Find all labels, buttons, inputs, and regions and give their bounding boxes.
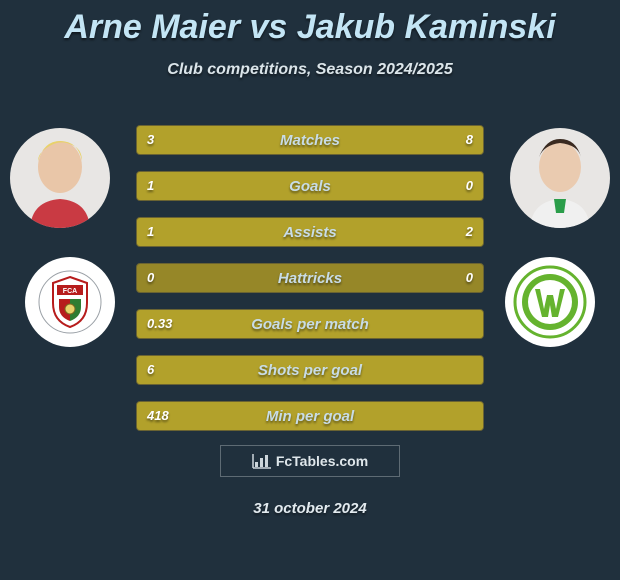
stat-label: Goals [137, 178, 483, 195]
stat-label: Min per goal [137, 408, 483, 425]
stat-row: Goals per match0.33 [136, 309, 484, 339]
stat-value-right: 0 [466, 270, 473, 285]
club-badge-icon [513, 265, 587, 339]
stat-row: Hattricks0 0 [136, 263, 484, 293]
page-title: Arne Maier vs Jakub Kaminski [0, 0, 620, 47]
brand-text: FcTables.com [276, 453, 368, 469]
stat-row: Goals1 0 [136, 171, 484, 201]
stat-value-left: 1 [147, 178, 154, 193]
chart-icon [252, 453, 272, 469]
stat-label: Matches [137, 132, 483, 149]
avatar-icon [20, 133, 100, 228]
date-text: 31 october 2024 [0, 500, 620, 517]
stat-row: Matches3 8 [136, 125, 484, 155]
player-left-photo [10, 128, 110, 228]
stat-value-left: 0.33 [147, 316, 172, 331]
stat-label: Hattricks [137, 270, 483, 287]
stat-value-right: 8 [466, 132, 473, 147]
stat-value-right: 0 [466, 178, 473, 193]
stat-value-left: 1 [147, 224, 154, 239]
avatar-icon [520, 133, 600, 228]
stat-value-left: 0 [147, 270, 154, 285]
stat-row: Assists1 2 [136, 217, 484, 247]
stat-row: Shots per goal6 [136, 355, 484, 385]
stat-value-left: 3 [147, 132, 154, 147]
stat-row: Min per goal418 [136, 401, 484, 431]
club-right-logo [505, 257, 595, 347]
subtitle: Club competitions, Season 2024/2025 [0, 61, 620, 79]
stat-value-left: 6 [147, 362, 154, 377]
stat-label: Assists [137, 224, 483, 241]
club-left-logo: FCA [25, 257, 115, 347]
brand-box[interactable]: FcTables.com [220, 445, 400, 477]
stat-label: Goals per match [137, 316, 483, 333]
stats-bars: Matches38Goals10Assists12Hattricks00Goal… [136, 125, 484, 447]
club-badge-icon: FCA [37, 269, 103, 335]
stat-value-right: 2 [466, 224, 473, 239]
player-right-photo [510, 128, 610, 228]
stat-value-left: 418 [147, 408, 169, 423]
svg-text:FCA: FCA [63, 288, 77, 295]
stat-label: Shots per goal [137, 362, 483, 379]
